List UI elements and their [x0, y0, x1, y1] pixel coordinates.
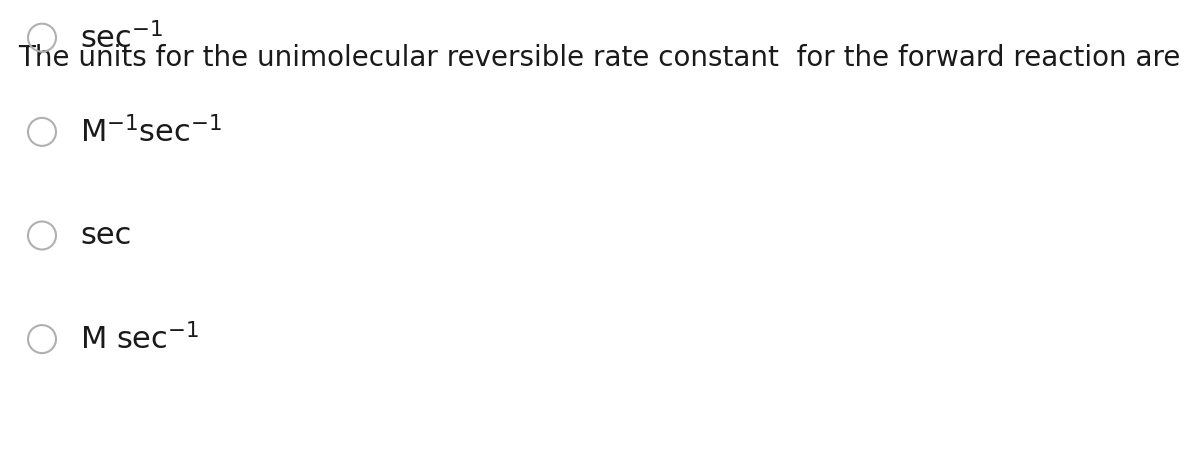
Text: sec: sec — [80, 221, 131, 250]
Text: M sec$^{-1}$: M sec$^{-1}$ — [80, 323, 199, 356]
Text: M$^{-1}$sec$^{-1}$: M$^{-1}$sec$^{-1}$ — [80, 115, 222, 148]
Text: The units for the unimolecular reversible rate constant  for the forward reactio: The units for the unimolecular reversibl… — [18, 44, 1181, 72]
Text: sec$^{-1}$: sec$^{-1}$ — [80, 21, 163, 54]
